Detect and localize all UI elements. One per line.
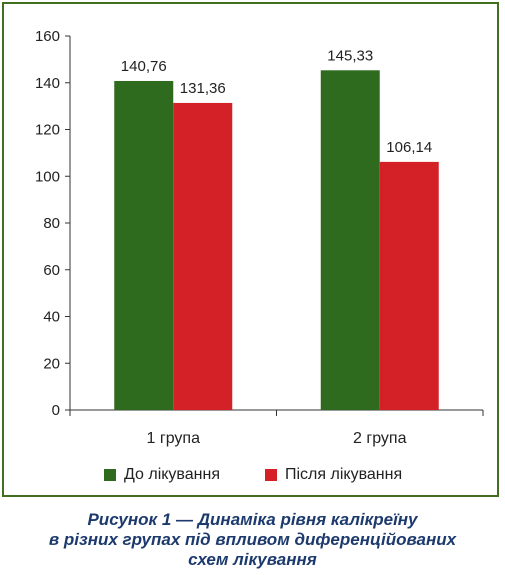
y-tick-label: 140 <box>35 75 60 92</box>
bar <box>173 102 233 411</box>
legend-label-after: Після лікування <box>285 466 403 483</box>
y-tick-label: 40 <box>43 309 60 326</box>
data-label: 131,36 <box>180 80 226 97</box>
figure-caption: Рисунок 1 — Динаміка рівня калікреїну в … <box>0 510 505 570</box>
y-tick-label: 20 <box>43 355 60 372</box>
caption-line-3: схем лікування <box>188 550 317 569</box>
caption-line-2: в різних групах під впливом диференційов… <box>48 530 457 549</box>
x-category-label: 2 група <box>353 430 407 447</box>
chart-legend: До лікування Після лікування <box>0 466 505 486</box>
y-tick-label: 100 <box>35 168 60 185</box>
y-tick-label: 60 <box>43 262 60 279</box>
y-tick-label: 160 <box>35 28 60 45</box>
y-tick-label: 0 <box>52 402 60 419</box>
data-label: 106,14 <box>386 139 432 156</box>
data-label: 145,33 <box>327 47 373 64</box>
legend-label-before: До лікування <box>124 466 220 483</box>
x-category-label: 1 група <box>147 430 201 447</box>
caption-line-1: Рисунок 1 — Динаміка рівня калікреїну <box>87 510 418 529</box>
bar-chart: 0 20 40 60 80 100 120 140 160 140,76 131,36 1 група… <box>35 28 484 447</box>
y-tick-label: 80 <box>43 215 60 232</box>
bar <box>320 70 380 410</box>
legend-item-before: До лікування <box>104 466 220 484</box>
data-label: 140,76 <box>121 58 167 75</box>
legend-swatch-after <box>265 469 277 481</box>
legend-item-after: Після лікування <box>265 466 402 484</box>
bar <box>379 161 439 410</box>
bar <box>114 80 174 410</box>
legend-swatch-before <box>104 469 116 481</box>
y-tick-label: 120 <box>35 122 60 139</box>
